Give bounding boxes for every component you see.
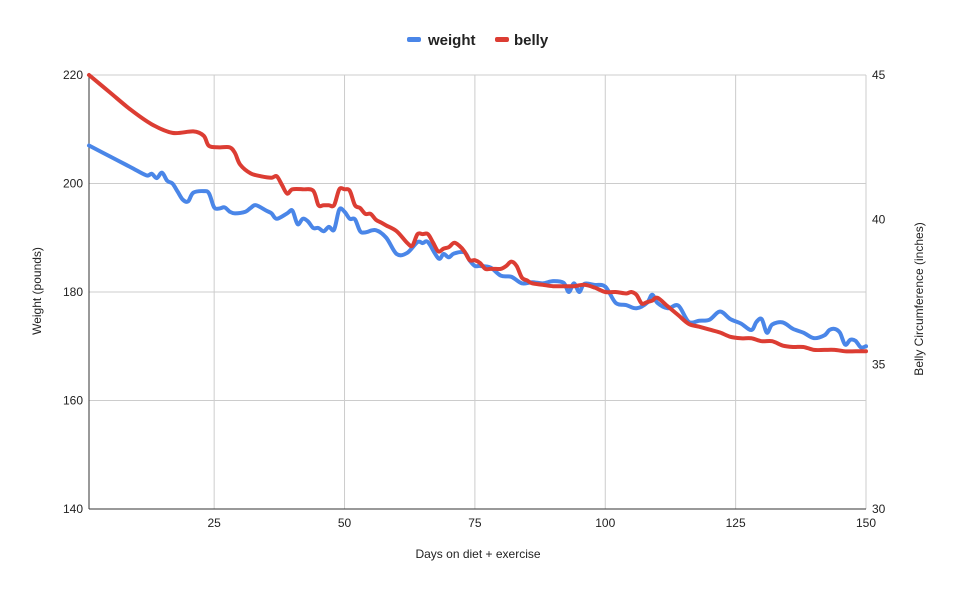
x-tick-label: 75 — [468, 516, 482, 530]
legend-label-weight[interactable]: weight — [427, 32, 476, 49]
x-tick-label: 150 — [856, 516, 876, 530]
legend[interactable]: weight belly — [407, 32, 549, 49]
y2-tick-label: 30 — [872, 502, 886, 516]
legend-swatch-weight — [407, 37, 421, 42]
x-tick-label: 50 — [338, 516, 352, 530]
series-lines — [87, 73, 868, 354]
legend-swatch-belly — [495, 37, 509, 42]
y2-tick-label: 40 — [872, 213, 886, 227]
y-tick-label: 160 — [63, 394, 83, 408]
tick-labels: 140 160 180 200 220 30 35 40 45 25 50 75 100 125 150 — [63, 68, 886, 530]
y-tick-label: 200 — [63, 177, 83, 191]
x-tick-label: 25 — [207, 516, 221, 530]
series-line-belly — [87, 73, 868, 354]
y-tick-label: 180 — [63, 285, 83, 299]
y2-tick-label: 35 — [872, 357, 886, 371]
y2-axis-title: Belly Circumference (inches) — [912, 222, 926, 375]
y2-tick-label: 45 — [872, 68, 886, 82]
y-tick-label: 220 — [63, 68, 83, 82]
series-line-weight — [87, 143, 868, 350]
y-axis-title: Weight (pounds) — [30, 247, 44, 335]
x-tick-label: 125 — [726, 516, 746, 530]
x-tick-label: 100 — [595, 516, 615, 530]
legend-label-belly[interactable]: belly — [514, 32, 549, 49]
x-axis-title: Days on diet + exercise — [415, 547, 540, 561]
y-tick-label: 140 — [63, 502, 83, 516]
